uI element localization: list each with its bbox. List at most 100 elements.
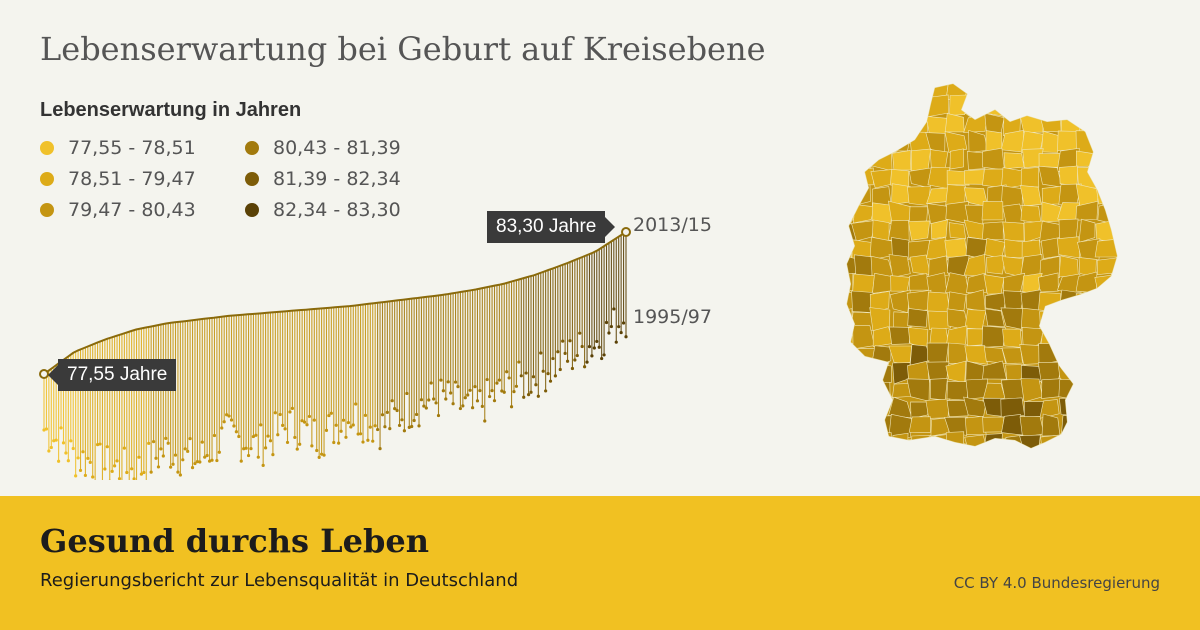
district-1995-97-dot: [81, 450, 85, 454]
district-region: [852, 97, 874, 118]
district-region: [1077, 308, 1099, 331]
district-1995-97-dot: [337, 441, 341, 445]
district-region: [847, 434, 854, 448]
district-1995-97-dot: [207, 459, 212, 463]
district-1995-97-dot: [288, 410, 292, 414]
district-region: [981, 147, 1005, 171]
district-region: [1075, 150, 1096, 167]
footer-subtitle: Regierungsbericht zur Lebensqualität in …: [40, 570, 519, 591]
district-region: [1094, 238, 1117, 258]
district-1995-97-dot: [617, 325, 621, 329]
district-region: [1019, 112, 1044, 133]
district-region: [1060, 346, 1083, 364]
district-1995-97-dot: [320, 452, 324, 456]
district-region: [1000, 185, 1023, 207]
district-1995-97-dot: [88, 460, 92, 464]
district-1995-97-dot: [273, 411, 277, 415]
district-1995-97-dot: [590, 354, 594, 358]
district-region: [872, 272, 894, 294]
district-1995-97-dot: [290, 406, 294, 410]
district-region: [1060, 84, 1081, 100]
district-1995-97-dot: [281, 423, 285, 427]
district-1995-97-dot: [380, 413, 385, 417]
district-region: [872, 131, 894, 154]
district-1995-97-dot: [412, 418, 416, 423]
district-1995-97-dot: [366, 438, 370, 442]
district-region: [835, 454, 854, 470]
district-region: [1058, 255, 1079, 278]
district-region: [949, 148, 964, 170]
district-region: [986, 84, 1007, 99]
district-region: [1095, 307, 1116, 332]
district-region: [847, 378, 857, 403]
district-1995-97-dot: [436, 413, 441, 418]
district-1995-97-dot: [397, 423, 402, 428]
district-1995-97-dot: [193, 461, 197, 466]
district-region: [1115, 382, 1117, 400]
district-region: [1116, 326, 1117, 350]
district-1995-97-dot: [466, 393, 470, 397]
district-1995-97-dot: [212, 433, 217, 438]
district-region: [1096, 152, 1117, 172]
district-1995-97-dot: [71, 446, 75, 451]
district-1995-97-dot: [621, 321, 626, 325]
district-1995-97-dot: [329, 411, 333, 415]
district-1995-97-dot: [393, 407, 397, 411]
district-region: [944, 131, 968, 153]
district-region: [1002, 328, 1023, 348]
district-region: [929, 378, 948, 401]
district-1995-97-dot: [86, 456, 90, 460]
legend-item-3: 79,47 - 80,43: [40, 196, 196, 224]
district-1995-97-dot: [346, 420, 350, 425]
district-1995-97-dot: [451, 402, 455, 406]
district-region: [1000, 397, 1025, 418]
district-1995-97-dot: [480, 404, 484, 408]
district-region: [847, 147, 857, 167]
district-region: [1113, 293, 1117, 314]
district-1995-97-dot: [217, 450, 221, 454]
district-region: [948, 222, 967, 240]
district-region: [1040, 434, 1063, 448]
district-region: [1040, 237, 1060, 259]
district-1995-97-dot: [575, 353, 579, 358]
district-1995-97-dot: [78, 468, 83, 473]
district-1995-97-dot: [587, 345, 592, 349]
district-1995-97-dot: [351, 423, 355, 427]
district-region: [847, 397, 857, 418]
district-region: [1059, 165, 1079, 187]
district-1995-97-dot: [315, 448, 319, 453]
district-region: [1075, 200, 1099, 221]
district-1995-97-dot: [485, 377, 489, 382]
district-region: [1076, 364, 1101, 383]
district-1995-97-dot: [470, 406, 475, 410]
district-region: [1020, 166, 1040, 188]
district-region: [1114, 344, 1117, 363]
district-1995-97-dot: [441, 389, 445, 393]
district-1995-97-dot: [98, 442, 102, 446]
district-1995-97-dot: [261, 463, 265, 467]
district-1995-97-dot: [565, 359, 570, 363]
district-1995-97-dot: [256, 455, 260, 459]
min-marker: [39, 369, 49, 379]
district-1995-97-dot: [302, 420, 307, 424]
district-1995-97-dot: [246, 453, 251, 458]
district-region: [983, 346, 1007, 365]
district-region: [908, 220, 931, 241]
district-1995-97-dot: [402, 429, 407, 433]
district-region: [1118, 275, 1135, 296]
district-region: [1058, 435, 1082, 448]
district-region: [1098, 328, 1117, 345]
district-region: [854, 451, 872, 470]
district-1995-97-dot: [446, 380, 450, 384]
district-1995-97-dot: [524, 371, 528, 375]
district-region: [847, 326, 856, 344]
district-region: [1113, 432, 1117, 448]
district-region: [982, 168, 1004, 189]
district-1995-97-dot: [536, 394, 540, 398]
district-1995-97-dot: [232, 424, 236, 428]
district-region: [852, 204, 875, 224]
district-1995-97-dot: [561, 339, 565, 343]
district-region: [968, 452, 987, 470]
district-1995-97-dot: [156, 465, 161, 469]
district-region: [1039, 255, 1061, 278]
